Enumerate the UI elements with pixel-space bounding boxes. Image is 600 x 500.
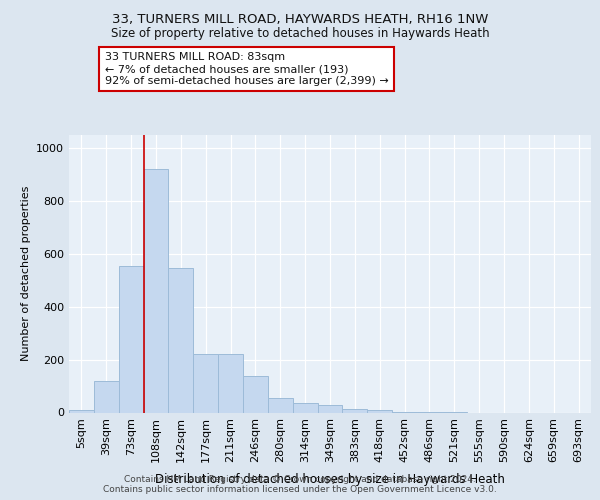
- Bar: [367, 410, 392, 412]
- X-axis label: Distribution of detached houses by size in Haywards Heath: Distribution of detached houses by size …: [155, 474, 505, 486]
- Bar: [94, 381, 119, 412]
- Bar: [119, 266, 143, 412]
- Text: 33 TURNERS MILL ROAD: 83sqm
← 7% of detached houses are smaller (193)
92% of sem: 33 TURNERS MILL ROAD: 83sqm ← 7% of deta…: [105, 52, 389, 86]
- Bar: [268, 398, 293, 412]
- Bar: [343, 408, 367, 412]
- Bar: [69, 410, 94, 412]
- Bar: [218, 354, 243, 412]
- Bar: [143, 170, 169, 412]
- Text: Contains HM Land Registry data © Crown copyright and database right 2024.: Contains HM Land Registry data © Crown c…: [124, 475, 476, 484]
- Text: Size of property relative to detached houses in Haywards Heath: Size of property relative to detached ho…: [110, 28, 490, 40]
- Bar: [317, 404, 343, 412]
- Bar: [169, 268, 193, 412]
- Bar: [193, 354, 218, 412]
- Bar: [293, 403, 317, 412]
- Text: Contains public sector information licensed under the Open Government Licence v3: Contains public sector information licen…: [103, 485, 497, 494]
- Y-axis label: Number of detached properties: Number of detached properties: [20, 186, 31, 362]
- Bar: [243, 376, 268, 412]
- Text: 33, TURNERS MILL ROAD, HAYWARDS HEATH, RH16 1NW: 33, TURNERS MILL ROAD, HAYWARDS HEATH, R…: [112, 12, 488, 26]
